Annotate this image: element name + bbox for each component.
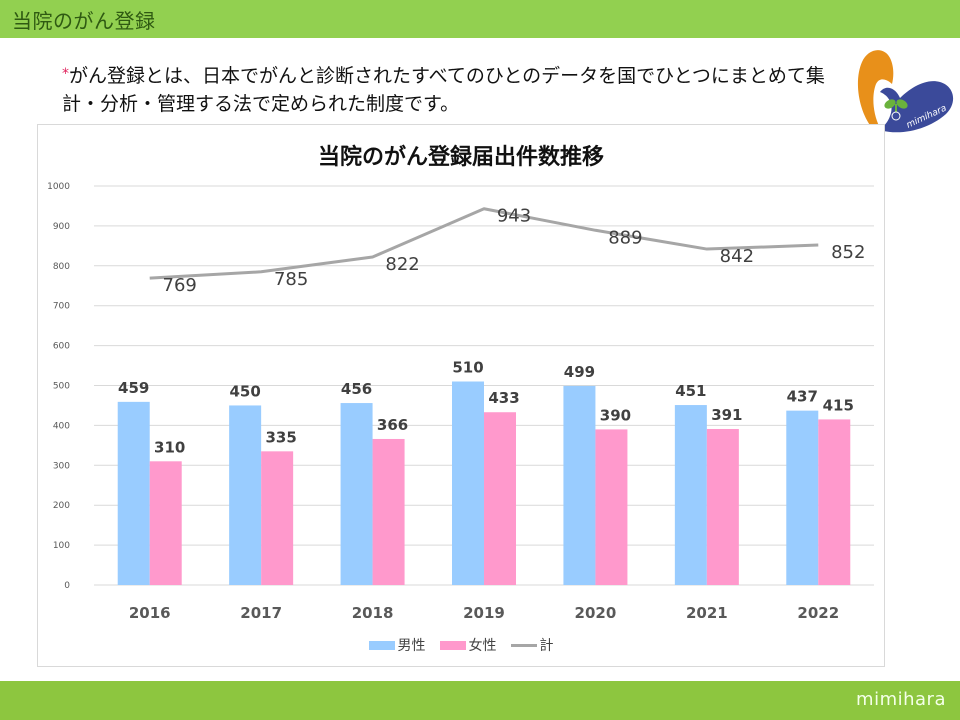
x-tick-label: 2020 [575,604,617,622]
x-tick-label: 2018 [352,604,394,622]
data-label-male: 499 [564,363,595,381]
data-label-male: 510 [452,359,483,377]
data-label-total: 769 [163,275,197,296]
chart-legend: 男性 女性 計 [38,635,884,655]
data-label-total: 889 [608,227,642,248]
data-label-male: 437 [787,388,818,406]
data-label-male: 459 [118,379,149,397]
bar-male [786,410,819,585]
bar-male [563,385,596,585]
data-label-total: 852 [831,242,865,263]
data-label-female: 391 [711,406,742,424]
legend-item-total: 計 [510,635,554,655]
y-tick-label: 200 [53,501,70,511]
intro-text: *がん登録とは、日本でがんと診断されたすべてのひとのデータを国でひとつにまとめて… [62,60,842,118]
y-tick-label: 0 [64,581,70,591]
data-label-female: 433 [488,389,519,407]
page-title: 当院のがん登録 [12,9,156,33]
line-total [149,207,819,280]
data-label-female: 335 [265,428,296,446]
y-tick-label: 400 [53,421,70,431]
asterisk-mark: * [62,66,69,82]
data-label-male: 451 [675,382,706,400]
bar-male [229,405,262,585]
legend-swatch-female [439,640,466,650]
header-bar: 当院のがん登録 [0,0,960,38]
data-label-female: 310 [154,438,185,456]
data-label-male: 450 [229,382,260,400]
intro-body: がん登録とは、日本でがんと診断されたすべてのひとのデータを国でひとつにまとめて集… [62,65,825,115]
bar-female [372,438,405,585]
data-label-total: 785 [274,269,308,290]
data-label-total: 943 [497,206,531,227]
y-tick-label: 300 [53,461,70,471]
y-tick-label: 100 [53,541,70,551]
data-label-female: 415 [823,396,854,414]
legend-swatch-male [368,640,395,650]
bar-female [149,461,182,585]
data-label-male: 456 [341,380,372,398]
bar-male [452,381,484,585]
y-tick-label: 1000 [47,182,70,192]
bar-male [117,401,150,585]
legend-swatch-total [510,643,537,647]
y-tick-label: 700 [53,302,70,312]
chart-container: 当院のがん登録届出件数推移 0 100 200 300 400 500 600 700 800 9… [37,124,885,667]
legend-item-female: 女性 [439,635,497,655]
bar-female [595,429,628,585]
data-label-female: 390 [600,406,631,424]
x-tick-label: 2021 [686,604,728,622]
bar-female [261,451,294,585]
y-tick-label: 800 [53,262,70,272]
bar-male [340,403,373,585]
x-tick-label: 2017 [240,604,282,622]
bar-female [706,428,739,585]
x-tick-label: 2016 [129,604,171,622]
data-label-total: 822 [385,254,419,275]
footer-brand: mimihara [856,689,946,710]
x-tick-label: 2022 [797,604,839,622]
bar-female [818,419,851,585]
heart-logo-icon: mimihara [857,50,954,133]
footer-bar: mimihara [0,681,960,720]
legend-label-male: 男性 [397,638,426,654]
mimihara-logo: mimihara [850,40,960,140]
data-label-female: 366 [377,416,408,434]
y-tick-label: 900 [53,222,70,232]
chart-plot: 0 100 200 300 400 500 600 700 800 900 1000 459 310 20… [47,182,874,622]
y-tick-label: 500 [53,382,70,392]
bar-male [674,405,707,585]
data-label-total: 842 [720,246,754,267]
bar-female [484,412,516,585]
y-tick-label: 600 [53,342,70,352]
chart-title: 当院のがん登録届出件数推移 [317,145,604,170]
legend-label-total: 計 [539,638,554,654]
legend-label-female: 女性 [468,638,497,654]
legend-item-male: 男性 [368,635,426,655]
x-tick-label: 2019 [463,604,505,622]
